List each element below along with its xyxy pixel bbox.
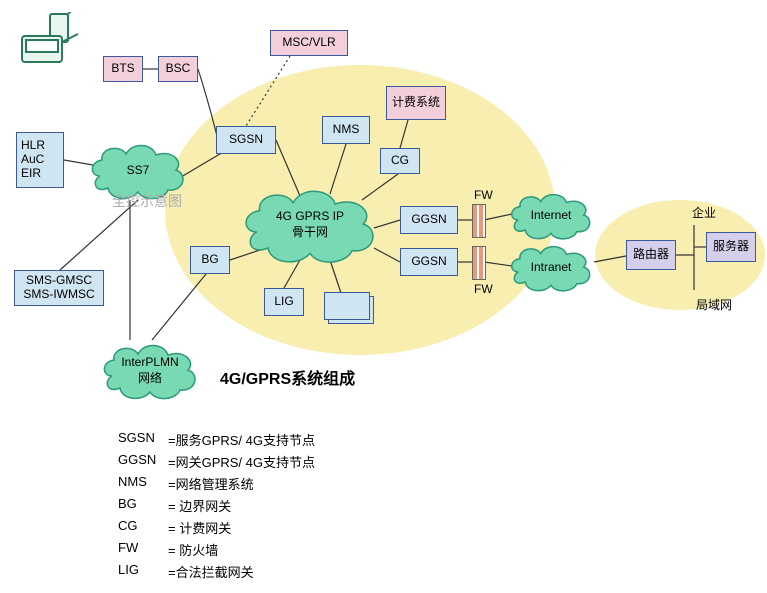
diagram-canvas: { "palette": { "boxFillBlue": "#cfe6f2",… bbox=[0, 0, 767, 593]
node-server: 服务器 bbox=[706, 232, 756, 262]
cloud-label-internet: Internet bbox=[508, 190, 594, 240]
firewall-1 bbox=[472, 246, 486, 280]
legend-desc-sgsn: =服务GPRS/ 4G支持节点 bbox=[168, 430, 315, 449]
node-lig: LIG bbox=[264, 288, 304, 316]
legend-desc-bg: = 边界网关 bbox=[168, 496, 231, 515]
firewall-0 bbox=[472, 204, 486, 238]
legend-key-lig: LIG bbox=[118, 562, 139, 577]
legend-key-bg: BG bbox=[118, 496, 137, 511]
node-ggsn1: GGSN bbox=[400, 206, 458, 234]
cloud-label-ss7: SS7 bbox=[88, 140, 188, 200]
legend-desc-ggsn: =网关GPRS/ 4G支持节点 bbox=[168, 452, 315, 471]
node-bg: BG bbox=[190, 246, 230, 274]
cloud-ss7: SS7 bbox=[88, 140, 188, 200]
firewall-label-0: FW bbox=[474, 188, 493, 204]
legend-desc-nms: =网络管理系统 bbox=[168, 474, 254, 493]
node-ggsn2: GGSN bbox=[400, 248, 458, 276]
node-nms: NMS bbox=[322, 116, 370, 144]
node-billing: 计费系统 bbox=[386, 86, 446, 120]
legend-desc-fw: = 防火墙 bbox=[168, 540, 218, 559]
edges-layer bbox=[0, 0, 767, 593]
node-cg: CG bbox=[380, 148, 420, 174]
node-sms: SMS-GMSC SMS-IWMSC bbox=[14, 270, 104, 306]
cloud-label-interplmn: InterPLMN 网络 bbox=[100, 340, 200, 400]
cloud-intranet: Intranet bbox=[508, 242, 594, 292]
legend-desc-cg: = 计费网关 bbox=[168, 518, 231, 537]
cloud-label-core: 4G GPRS IP 骨干网 bbox=[240, 184, 380, 264]
legend-key-cg: CG bbox=[118, 518, 138, 533]
cloud-interplmn: InterPLMN 网络 bbox=[100, 340, 200, 400]
legend-key-ggsn: GGSN bbox=[118, 452, 156, 467]
cloud-internet: Internet bbox=[508, 190, 594, 240]
node-router: 路由器 bbox=[626, 240, 676, 270]
lan-label: 局域网 bbox=[696, 298, 732, 314]
title: 4G/GPRS系统组成 bbox=[220, 370, 355, 391]
node-bts: BTS bbox=[103, 56, 143, 82]
watermark: 全控示意图 bbox=[112, 192, 182, 210]
firewall-label-1: FW bbox=[474, 282, 493, 298]
legend-key-sgsn: SGSN bbox=[118, 430, 155, 445]
cloud-label-intranet: Intranet bbox=[508, 242, 594, 292]
cloud-core: 4G GPRS IP 骨干网 bbox=[240, 184, 380, 264]
node-dns2 bbox=[324, 292, 370, 320]
legend-key-nms: NMS bbox=[118, 474, 147, 489]
enterprise-label: 企业 bbox=[692, 206, 716, 222]
mobile-device-icon bbox=[18, 12, 98, 72]
node-sgsn: SGSN bbox=[216, 126, 276, 154]
node-mscvlr: MSC/VLR bbox=[270, 30, 348, 56]
node-bsc: BSC bbox=[158, 56, 198, 82]
legend-desc-lig: =合法拦截网关 bbox=[168, 562, 254, 581]
node-hlr: HLR AuC EIR bbox=[16, 132, 64, 188]
legend-key-fw: FW bbox=[118, 540, 138, 555]
